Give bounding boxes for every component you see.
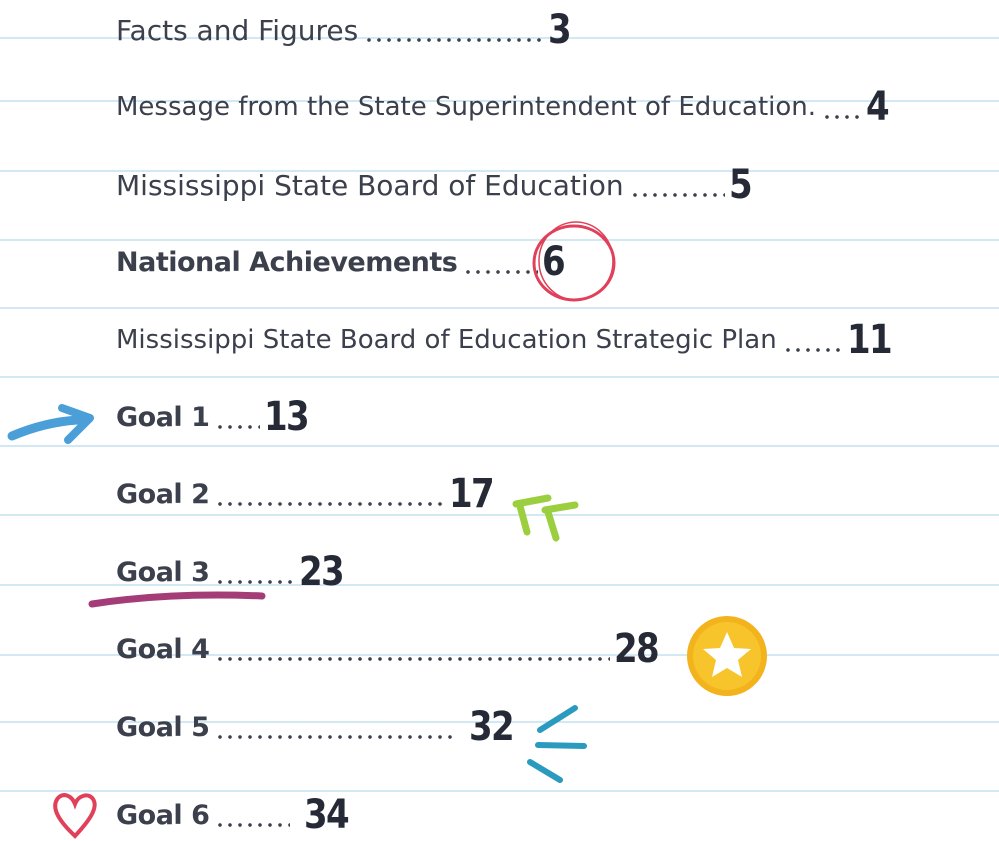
page-number: 4 [866, 84, 890, 130]
leader [215, 821, 291, 829]
toc-entry: Mississippi State Board of Education Str… [116, 315, 898, 365]
page-number: 13 [264, 394, 310, 440]
toc-entry: Goal 1 13 [116, 392, 316, 442]
toc-entry: Goal 6 34 [116, 790, 356, 840]
page-number: 5 [728, 162, 753, 208]
entry-title: Goal 5 [116, 711, 210, 743]
page-number: 6 [542, 239, 566, 285]
entry-title: Goal 3 [116, 556, 210, 588]
toc-entry: Goal 3 23 [116, 547, 351, 597]
page-number: 17 [449, 471, 495, 517]
entry-title: Facts and Figures [116, 13, 359, 47]
leader [215, 500, 446, 508]
toc-entry: Goal 2 17 [116, 469, 501, 519]
leader [215, 655, 611, 663]
leader [215, 578, 296, 586]
toc-entry: Message from the State Superintendent of… [116, 82, 892, 132]
page-number: 32 [469, 704, 515, 750]
toc-entry: Goal 5 32 [116, 702, 521, 752]
leader [822, 113, 863, 121]
page-number: 28 [614, 626, 660, 672]
toc-entry: National Achievements 6 [116, 237, 568, 287]
entry-title: Goal 4 [116, 633, 210, 665]
toc-entry: Facts and Figures 3 [116, 5, 574, 55]
entry-title: Mississippi State Board of Education [116, 168, 624, 202]
entry-title: Goal 6 [116, 799, 210, 831]
leader [364, 36, 545, 44]
leader [782, 346, 843, 354]
toc-entry: Mississippi State Board of Education 5 [116, 160, 754, 210]
entry-title: National Achievements [116, 246, 458, 278]
page-number: 3 [548, 7, 572, 53]
page-number: 11 [846, 317, 893, 363]
leader [215, 733, 456, 741]
leader [463, 268, 539, 276]
entry-title: Goal 1 [116, 401, 210, 433]
leader [629, 191, 725, 199]
page-number: 34 [304, 792, 350, 838]
page-number: 23 [299, 549, 345, 595]
leader [215, 423, 261, 431]
toc-entry: Goal 4 28 [116, 624, 666, 674]
entry-title: Message from the State Superintendent of… [116, 92, 817, 122]
entry-title: Goal 2 [116, 478, 210, 510]
entry-title: Mississippi State Board of Education Str… [116, 325, 777, 355]
